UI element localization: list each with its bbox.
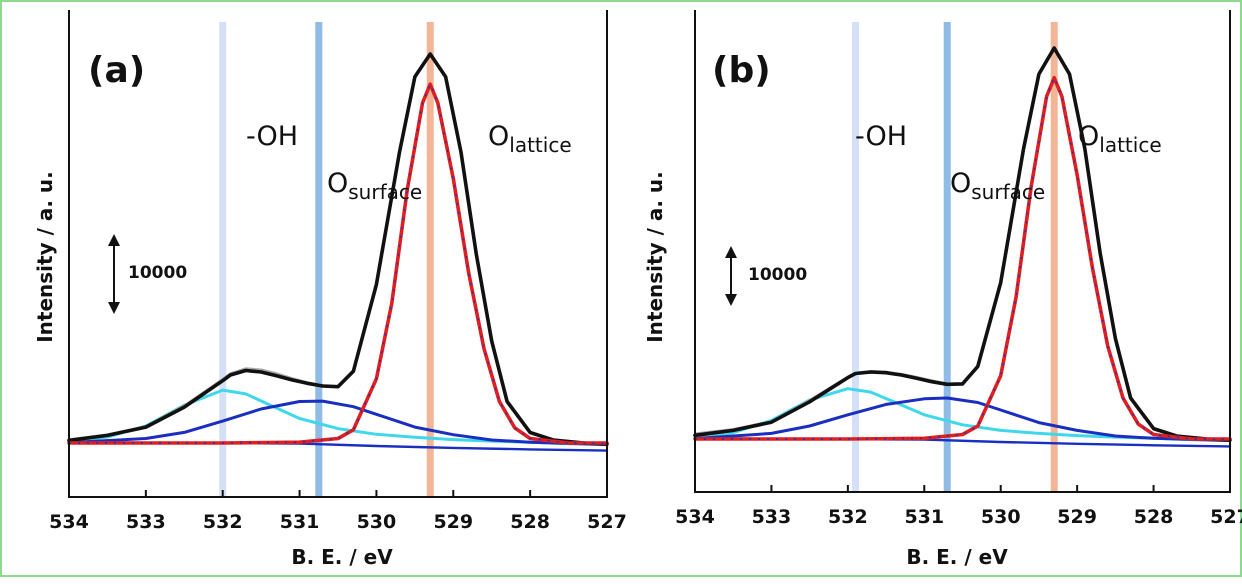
marker-label-b-1: Osurface: [950, 168, 1045, 204]
marker-band-b-2: [1050, 22, 1058, 492]
marker-label-b-2: Olattice: [1078, 121, 1162, 157]
panel-a: Intensity / a. u. B. E. / eV (a) 10000 5…: [33, 10, 627, 569]
x-axis-label-a: B. E. / eV: [291, 545, 393, 569]
panel-label-b: (b): [712, 50, 771, 91]
x-tick-label-a-3: 531: [280, 511, 320, 533]
scale-bar-label-a: 10000: [128, 263, 187, 283]
x-tick-label-a-4: 530: [357, 511, 397, 533]
x-axis-label-b: B. E. / eV: [906, 545, 1008, 569]
y-axis-label-b: Intensity / a. u.: [643, 171, 667, 343]
x-tick-label-b-7: 527: [1210, 506, 1242, 528]
series-line-envelope-b: [693, 46, 1232, 442]
marker-label-b-0: -OH: [855, 121, 907, 152]
scale-bar-a: 10000: [108, 234, 187, 314]
x-tick-label-b-6: 528: [1134, 506, 1174, 528]
series-line-surface-b: [693, 396, 1232, 442]
axis-frame-b: [694, 10, 1231, 493]
x-tick-label-a-0: 534: [49, 511, 89, 533]
axis-frame-a: [68, 10, 608, 498]
x-tick-label-a-6: 528: [510, 511, 550, 533]
marker-band-a-1: [315, 22, 323, 497]
x-tick-label-a-7: 527: [587, 511, 627, 533]
y-axis-label-a: Intensity / a. u.: [33, 171, 57, 343]
x-tick-label-a-1: 533: [126, 511, 166, 533]
series-line-lattice-a: [67, 82, 609, 445]
x-tick-label-b-5: 529: [1057, 506, 1097, 528]
marker-band-a-2: [426, 22, 434, 497]
series-line-surface-a: [67, 399, 609, 446]
marker-band-b-1: [943, 22, 951, 492]
marker-band-a-0: [219, 22, 227, 497]
scale-bar-label-b: 10000: [748, 265, 807, 285]
x-tick-label-b-4: 530: [981, 506, 1021, 528]
x-tick-label-a-5: 529: [433, 511, 473, 533]
series-line-lattice-b: [693, 76, 1232, 441]
series-line-envelope-a: [67, 52, 609, 446]
marker-label-a-0: -OH: [246, 121, 298, 152]
x-tick-label-b-2: 532: [828, 506, 868, 528]
x-tick-label-b-0: 534: [675, 506, 715, 528]
scale-bar-b: 10000: [725, 246, 807, 306]
panel-b: Intensity / a. u. B. E. / eV (b) 10000 5…: [643, 10, 1242, 569]
marker-label-a-2: Olattice: [488, 121, 572, 157]
marker-label-a-1: Osurface: [327, 168, 422, 204]
x-tick-label-a-2: 532: [203, 511, 243, 533]
x-tick-label-b-3: 531: [904, 506, 944, 528]
marker-band-b-0: [852, 22, 859, 492]
panel-label-a: (a): [88, 50, 145, 91]
x-tick-label-b-1: 533: [752, 506, 792, 528]
